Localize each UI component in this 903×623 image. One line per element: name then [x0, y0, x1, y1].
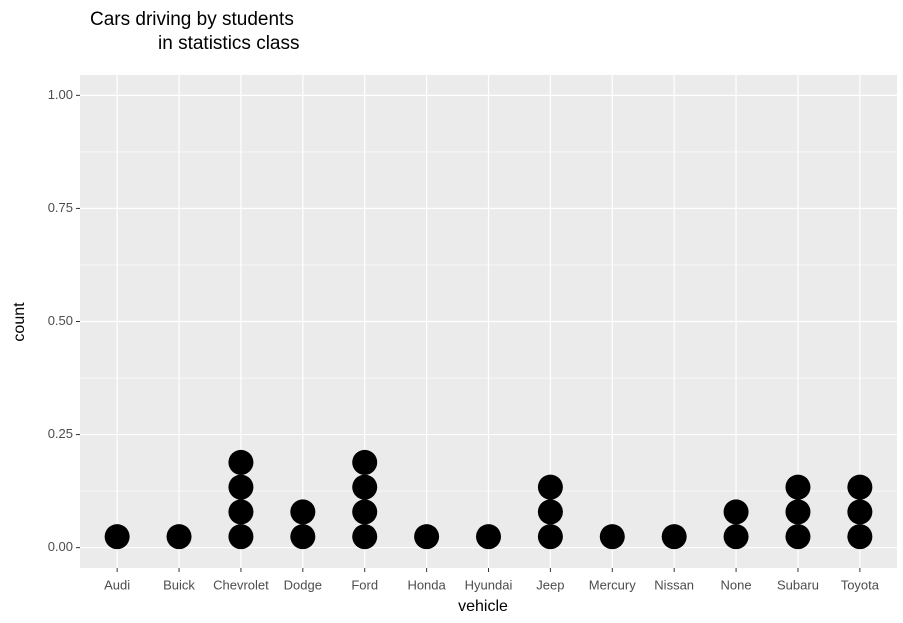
dot — [228, 474, 254, 500]
dot — [785, 474, 811, 500]
dot — [537, 474, 563, 500]
dot — [228, 499, 254, 525]
dot — [228, 449, 254, 475]
dot — [785, 524, 811, 550]
y-tick-label: 0.25 — [48, 426, 73, 441]
x-tick-label: Nissan — [654, 577, 694, 592]
dot — [352, 524, 378, 550]
dot — [537, 499, 563, 525]
dot — [166, 524, 192, 550]
y-tick-label: 0.75 — [48, 200, 73, 215]
x-tick-label: Ford — [351, 577, 378, 592]
x-tick-label: Jeep — [536, 577, 564, 592]
y-tick-label: 1.00 — [48, 87, 73, 102]
y-tick-label: 0.50 — [48, 313, 73, 328]
dot — [228, 524, 254, 550]
y-axis-title: count — [11, 302, 28, 342]
dot — [352, 474, 378, 500]
dot — [723, 499, 749, 525]
chart-title: in statistics class — [158, 33, 299, 54]
dot — [785, 499, 811, 525]
x-tick-label: None — [721, 577, 752, 592]
x-tick-label: Honda — [407, 577, 446, 592]
dot — [599, 524, 625, 550]
x-tick-label: Buick — [163, 577, 195, 592]
x-tick-label: Toyota — [841, 577, 880, 592]
chart-title: Cars driving by students — [90, 9, 294, 30]
dot — [290, 499, 316, 525]
dot — [352, 499, 378, 525]
dot — [723, 524, 749, 550]
y-tick-label: 0.00 — [48, 539, 73, 554]
x-axis-title: vehicle — [458, 598, 508, 615]
dot — [661, 524, 687, 550]
dot — [476, 524, 501, 550]
dot — [847, 499, 873, 525]
dot — [352, 449, 378, 475]
dot — [847, 474, 873, 500]
dot — [414, 524, 440, 550]
dot — [290, 524, 316, 550]
x-tick-label: Audi — [104, 577, 130, 592]
dot — [537, 524, 563, 550]
x-tick-label: Chevrolet — [213, 577, 269, 592]
x-tick-label: Mercury — [589, 577, 636, 592]
dot — [847, 524, 873, 550]
x-tick-label: Hyundai — [465, 577, 513, 592]
dot — [104, 524, 130, 550]
x-tick-label: Subaru — [777, 577, 819, 592]
x-tick-label: Dodge — [284, 577, 322, 592]
